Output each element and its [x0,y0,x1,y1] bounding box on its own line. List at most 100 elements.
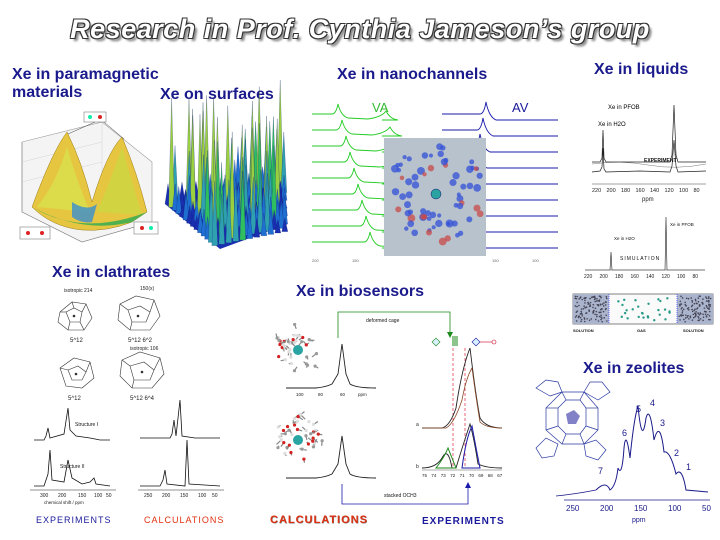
svg-text:200: 200 [312,258,319,263]
nanochannel-label-av: AV [512,100,529,115]
svg-text:150: 150 [492,258,499,263]
paramagnetic-surface-plot [19,111,159,243]
liquids-box-solution-left: SOLUTION [573,328,594,333]
svg-text:80: 80 [693,274,699,280]
svg-text:160: 160 [631,274,640,280]
svg-text:150: 150 [180,493,189,499]
svg-text:150: 150 [78,493,87,499]
heading-zeolites: Xe in zeolites [583,360,685,377]
svg-text:72: 72 [450,473,456,478]
svg-text:120: 120 [662,274,671,280]
svg-text:180: 180 [621,188,630,194]
clathrate-cage1-angle: isotropic 214 [64,288,93,294]
bio-deformed-cage-label: deformed cage [366,318,400,324]
svg-text:250: 250 [566,504,580,513]
svg-text:80: 80 [694,188,700,194]
svg-text:200: 200 [600,504,614,513]
svg-text:67: 67 [497,473,503,478]
svg-text:75: 75 [422,473,428,478]
heading-liquids: Xe in liquids [594,61,689,78]
heading-surfaces: Xe on surfaces [160,86,274,103]
clathrate-axis-label: chemical shift / ppm [44,500,84,505]
svg-text:100: 100 [94,493,103,499]
bio-experiments-caption: EXPERIMENTS [422,516,505,527]
svg-text:160: 160 [636,188,645,194]
heading-paramagnetic: Xe in paramagnetic materials [12,66,159,101]
svg-text:50: 50 [212,493,218,499]
clathrate-struct1-label: Structure I [75,422,98,428]
svg-text:220: 220 [584,274,593,280]
svg-text:69: 69 [478,473,484,478]
svg-text:50: 50 [106,493,112,499]
heading-biosensors: Xe in biosensors [296,283,425,300]
zeolite-figure: 7 6 5 4 3 2 1 250 200 150 100 50 ppm [535,379,711,524]
bio-trace-b: b [416,464,419,470]
svg-text:74: 74 [431,473,437,478]
liquids-box-gas: GAS [637,328,646,333]
svg-text:50: 50 [702,504,711,513]
clathrate-cage2-name: 5^12 6^2 [128,338,153,344]
svg-text:120: 120 [665,188,674,194]
liquids-h2o-label: Xe in H2O [598,122,626,128]
clathrate-cage1-name: 5^12 [70,338,83,344]
svg-text:140: 140 [650,188,659,194]
biosensor-figure: 100 80 60 ppm deformed cage a b 75 74 73 72… [275,311,503,505]
svg-text:220: 220 [592,188,601,194]
svg-text:150: 150 [634,504,648,513]
zeolite-axis-unit: ppm [632,517,646,524]
clathrate-cage2-angle: 150(x) [140,286,155,292]
svg-text:100: 100 [668,504,682,513]
svg-text:100: 100 [679,188,688,194]
nanochannel-spectra: VA AV 200 150 150 100 [312,100,558,263]
surface-spike-plot [164,80,288,249]
liquids-sim-pfob: Xe in PFOB [670,222,694,227]
zeolite-peak-5: 5 [636,404,641,414]
nanochannel-label-va: VA [372,100,389,115]
liquids-axis-unit: ppm [642,197,654,203]
clathrate-cage3-name: 5^12 [68,396,81,402]
svg-text:250: 250 [144,493,153,499]
svg-text:180: 180 [615,274,624,280]
svg-text:200: 200 [600,274,609,280]
svg-text:68: 68 [488,473,494,478]
zeolite-peak-6: 6 [622,428,627,438]
liquids-simulation-spectrum: Xe in PFOB Xe in H2O SIMULATION 220 200 18… [584,216,705,280]
bio-axis-left-100: 100 [296,392,304,397]
heading-nanochannels: Xe in nanochannels [337,66,488,83]
clathrate-calculations-caption: CALCULATIONS [144,515,225,525]
svg-text:200: 200 [607,188,616,194]
bio-axis-left-80: 80 [318,392,324,397]
liquids-simulation-label: SIMULATION [620,256,660,262]
clathrate-spectra: Structure I Structure II 300 200 150 100 50 … [30,399,224,505]
zeolite-peak-1: 1 [686,462,691,472]
bio-axis-left-ppm: ppm [358,392,367,397]
svg-text:100: 100 [198,493,207,499]
liquids-experiment-spectrum: Xe in PFOB Xe in H2O EXPERIMENT 220 200 18… [591,104,707,203]
svg-text:100: 100 [532,258,539,263]
zeolite-peak-2: 2 [674,448,679,458]
bio-axis-left-60: 60 [340,392,346,397]
page-title: Research in Prof. Cynthia Jameson’s grou… [70,14,650,44]
clathrate-cage4-angle: isotropic 106 [130,346,159,352]
svg-text:140: 140 [646,274,655,280]
zeolite-peak-3: 3 [660,418,665,428]
liquids-simulation-box: SOLUTION GAS SOLUTION [572,293,714,333]
clathrate-experiments-caption: EXPERIMENTS [36,515,112,525]
liquids-sim-h2o: Xe in H2O [614,236,635,241]
svg-text:200: 200 [162,493,171,499]
liquids-experiment-label: EXPERIMENT [644,158,677,164]
liquids-pfob-label: Xe in PFOB [608,105,640,111]
bio-trace-a: a [416,422,419,428]
clathrate-cages: isotropic 214 5^12 150(x) 5^12 6^2 5^12 … [57,286,165,402]
zeolite-peak-7: 7 [598,466,603,476]
zeolite-peak-4: 4 [650,398,655,408]
clathrate-cage4-name: 5^12 6^4 [130,396,155,402]
svg-text:70: 70 [469,473,475,478]
liquids-box-solution-right: SOLUTION [683,328,704,333]
bio-stacked-label: stacked OCH3 [384,493,417,499]
clathrate-struct2-label: Structure II [60,464,84,470]
bio-calculations-caption: CALCULATIONS [270,514,368,526]
heading-clathrates: Xe in clathrates [52,264,171,281]
svg-text:100: 100 [677,274,686,280]
svg-text:150: 150 [352,258,359,263]
